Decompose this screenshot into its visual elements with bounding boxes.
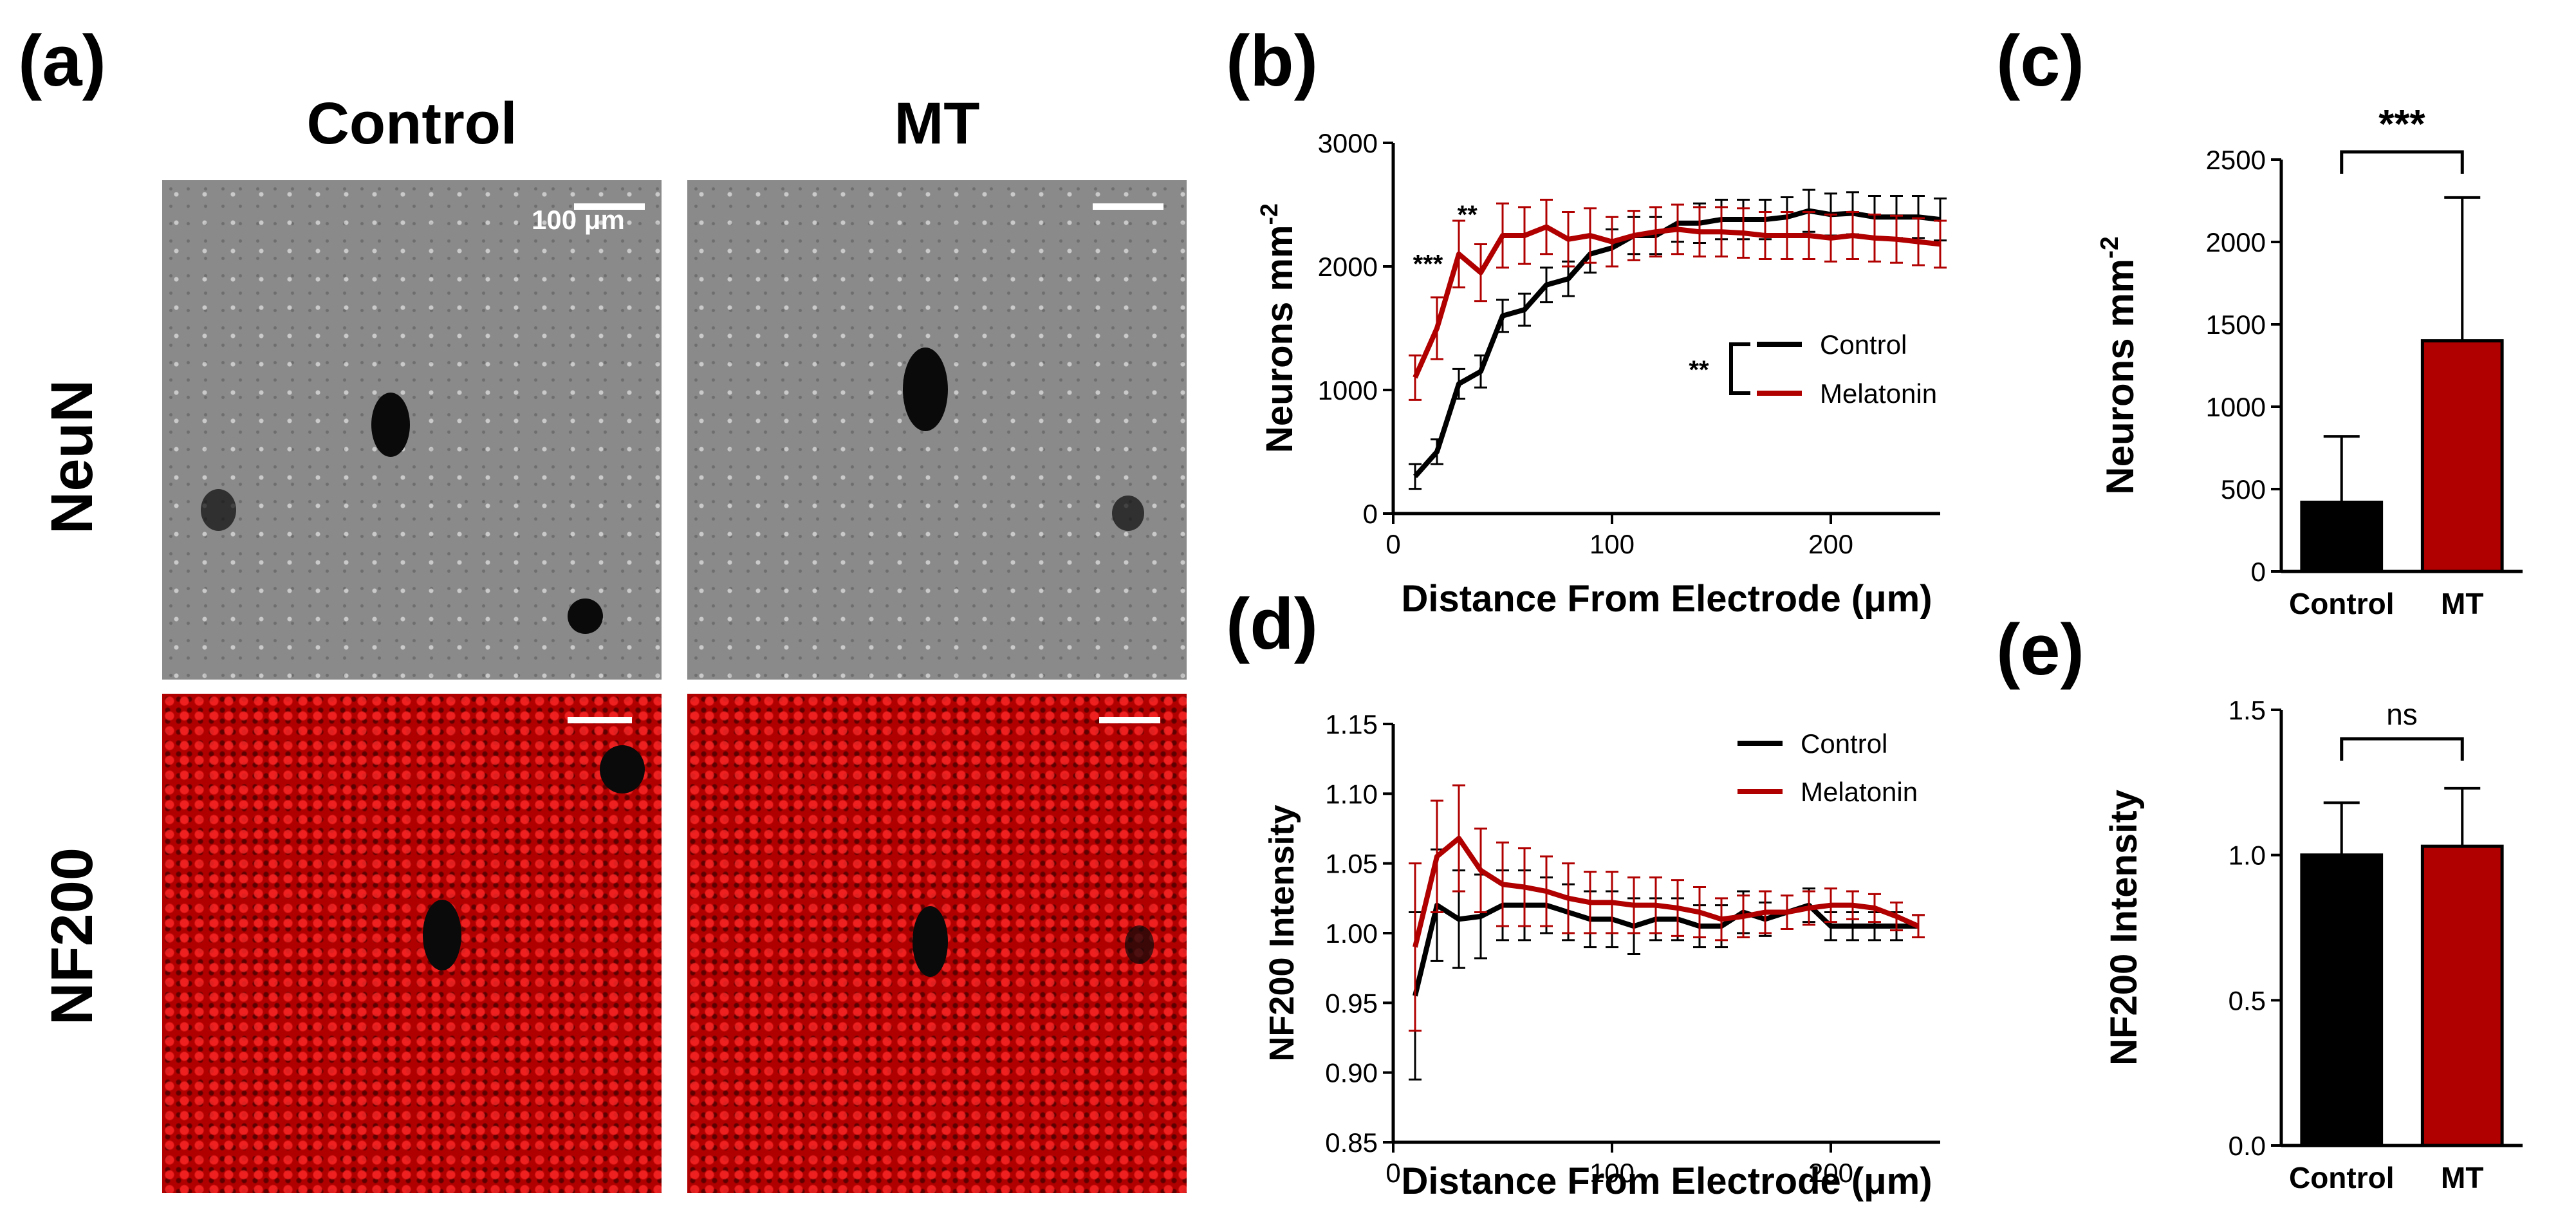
y-tick-label-d: 1.10	[1325, 779, 1378, 809]
y-tick-label-b: 3000	[1318, 128, 1378, 158]
column-title-mt: MT	[894, 91, 980, 156]
electrode-track	[913, 906, 948, 977]
x-tick-label-mt-e: MT	[2441, 1161, 2483, 1194]
legend-significance-label: **	[1689, 356, 1709, 384]
series-d-control	[1409, 848, 1925, 1081]
y-axis-label-b: Neurons mm-2	[1256, 203, 1301, 453]
x-axis-label-b: Distance From Electrode (μm)	[1401, 578, 1932, 620]
scale-bar	[568, 717, 632, 723]
electrode-track	[423, 900, 461, 970]
micrograph-neun-mt	[687, 180, 1187, 680]
y-tick-label-c: 1000	[2206, 392, 2266, 422]
significance-annotation-b: ***	[1413, 250, 1443, 279]
panel-label-a: (a)	[18, 21, 106, 101]
y-axis-label-c: Neurons mm-2	[2096, 236, 2142, 494]
bar-control-c	[2300, 500, 2384, 573]
x-tick-label-d: 100	[1589, 1158, 1635, 1188]
y-tick-label-e: 0.5	[2229, 985, 2266, 1016]
significance-bracket-c	[2340, 150, 2464, 174]
x-tick-label-control-c: Control	[2289, 587, 2395, 620]
vessel	[568, 598, 603, 634]
series-line-control	[1413, 902, 1918, 997]
y-tick-label-d: 1.15	[1325, 709, 1378, 739]
panel-label-e: (e)	[1996, 609, 2084, 690]
vessel	[1112, 496, 1144, 531]
y-tick-label-c: 2500	[2206, 145, 2266, 175]
scale-label: 100 μm	[532, 205, 625, 235]
vessel	[600, 745, 645, 793]
significance-label-e: ns	[2386, 698, 2418, 731]
legend-label-melatonin: Melatonin	[1820, 378, 1937, 409]
column-title-control: Control	[306, 91, 517, 156]
scale-bar	[574, 203, 645, 210]
series-d-melatonin	[1409, 784, 1925, 1032]
y-tick-label-b: 2000	[1318, 252, 1378, 282]
significance-bracket-e	[2340, 737, 2464, 761]
y-tick-label-e: 1.0	[2229, 840, 2266, 871]
panel-label-d: (d)	[1226, 584, 1319, 664]
legend-label-control: Control	[1820, 329, 1907, 360]
x-tick-label-d: 0	[1385, 1158, 1400, 1188]
ylabel-superscript: -2	[1256, 203, 1283, 225]
vessel	[1125, 925, 1154, 964]
y-axis-label-d: NF200 Intensity	[1263, 804, 1301, 1061]
panel-label-c: (c)	[1996, 21, 2084, 101]
series-line-melatonin	[1413, 835, 1920, 948]
x-tick-label-b: 200	[1808, 529, 1853, 559]
y-tick-label-e: 1.5	[2229, 695, 2266, 725]
scale-bar	[1093, 203, 1163, 210]
series-b-melatonin	[1409, 198, 1947, 401]
y-tick-label-b: 1000	[1318, 375, 1378, 405]
ylabel-superscript: -2	[2096, 236, 2124, 259]
y-tick-label-e: 0.0	[2229, 1131, 2266, 1161]
vessel	[201, 489, 236, 531]
y-axis-label-e: NF200 Intensity	[2103, 790, 2145, 1066]
micrograph-nf200-control	[162, 694, 662, 1193]
scale-bar	[1099, 717, 1160, 723]
y-tick-label-d: 0.90	[1325, 1058, 1378, 1088]
micrograph-neun-control: 100 μm	[162, 180, 662, 680]
y-tick-label-d: 0.95	[1325, 988, 1378, 1018]
y-tick-label-b: 0	[1363, 499, 1378, 529]
electrode-track	[903, 348, 948, 431]
legend-label-control: Control	[1801, 728, 1887, 759]
y-tick-label-c: 2000	[2206, 227, 2266, 257]
electrode-track	[371, 393, 410, 457]
bar-mt-e	[2420, 844, 2504, 1147]
significance-annotation-b: **	[1458, 201, 1478, 229]
micrograph-nf200-mt	[687, 694, 1187, 1193]
y-tick-label-c: 1500	[2206, 310, 2266, 340]
y-tick-label-c: 0	[2251, 557, 2266, 587]
y-tick-label-d: 1.00	[1325, 918, 1378, 949]
x-tick-label-mt-c: MT	[2441, 587, 2483, 620]
bar-control-e	[2300, 853, 2384, 1147]
x-tick-label-b: 0	[1385, 529, 1400, 559]
significance-label-c: ***	[2378, 102, 2425, 147]
legend-label-melatonin: Melatonin	[1801, 777, 1918, 807]
x-axis-label-d: Distance From Electrode (μm)	[1401, 1160, 1932, 1202]
y-tick-label-d: 1.05	[1325, 849, 1378, 879]
y-tick-label-c: 500	[2221, 474, 2266, 505]
panel-label-b: (b)	[1226, 21, 1319, 101]
x-tick-label-d: 200	[1808, 1158, 1853, 1188]
x-tick-label-control-e: Control	[2289, 1161, 2395, 1194]
y-tick-label-d: 0.85	[1325, 1127, 1378, 1158]
series-line-melatonin	[1413, 224, 1941, 379]
legend-significance-bracket	[1729, 342, 1750, 395]
x-tick-label-b: 100	[1589, 529, 1635, 559]
bar-mt-c	[2420, 339, 2504, 573]
